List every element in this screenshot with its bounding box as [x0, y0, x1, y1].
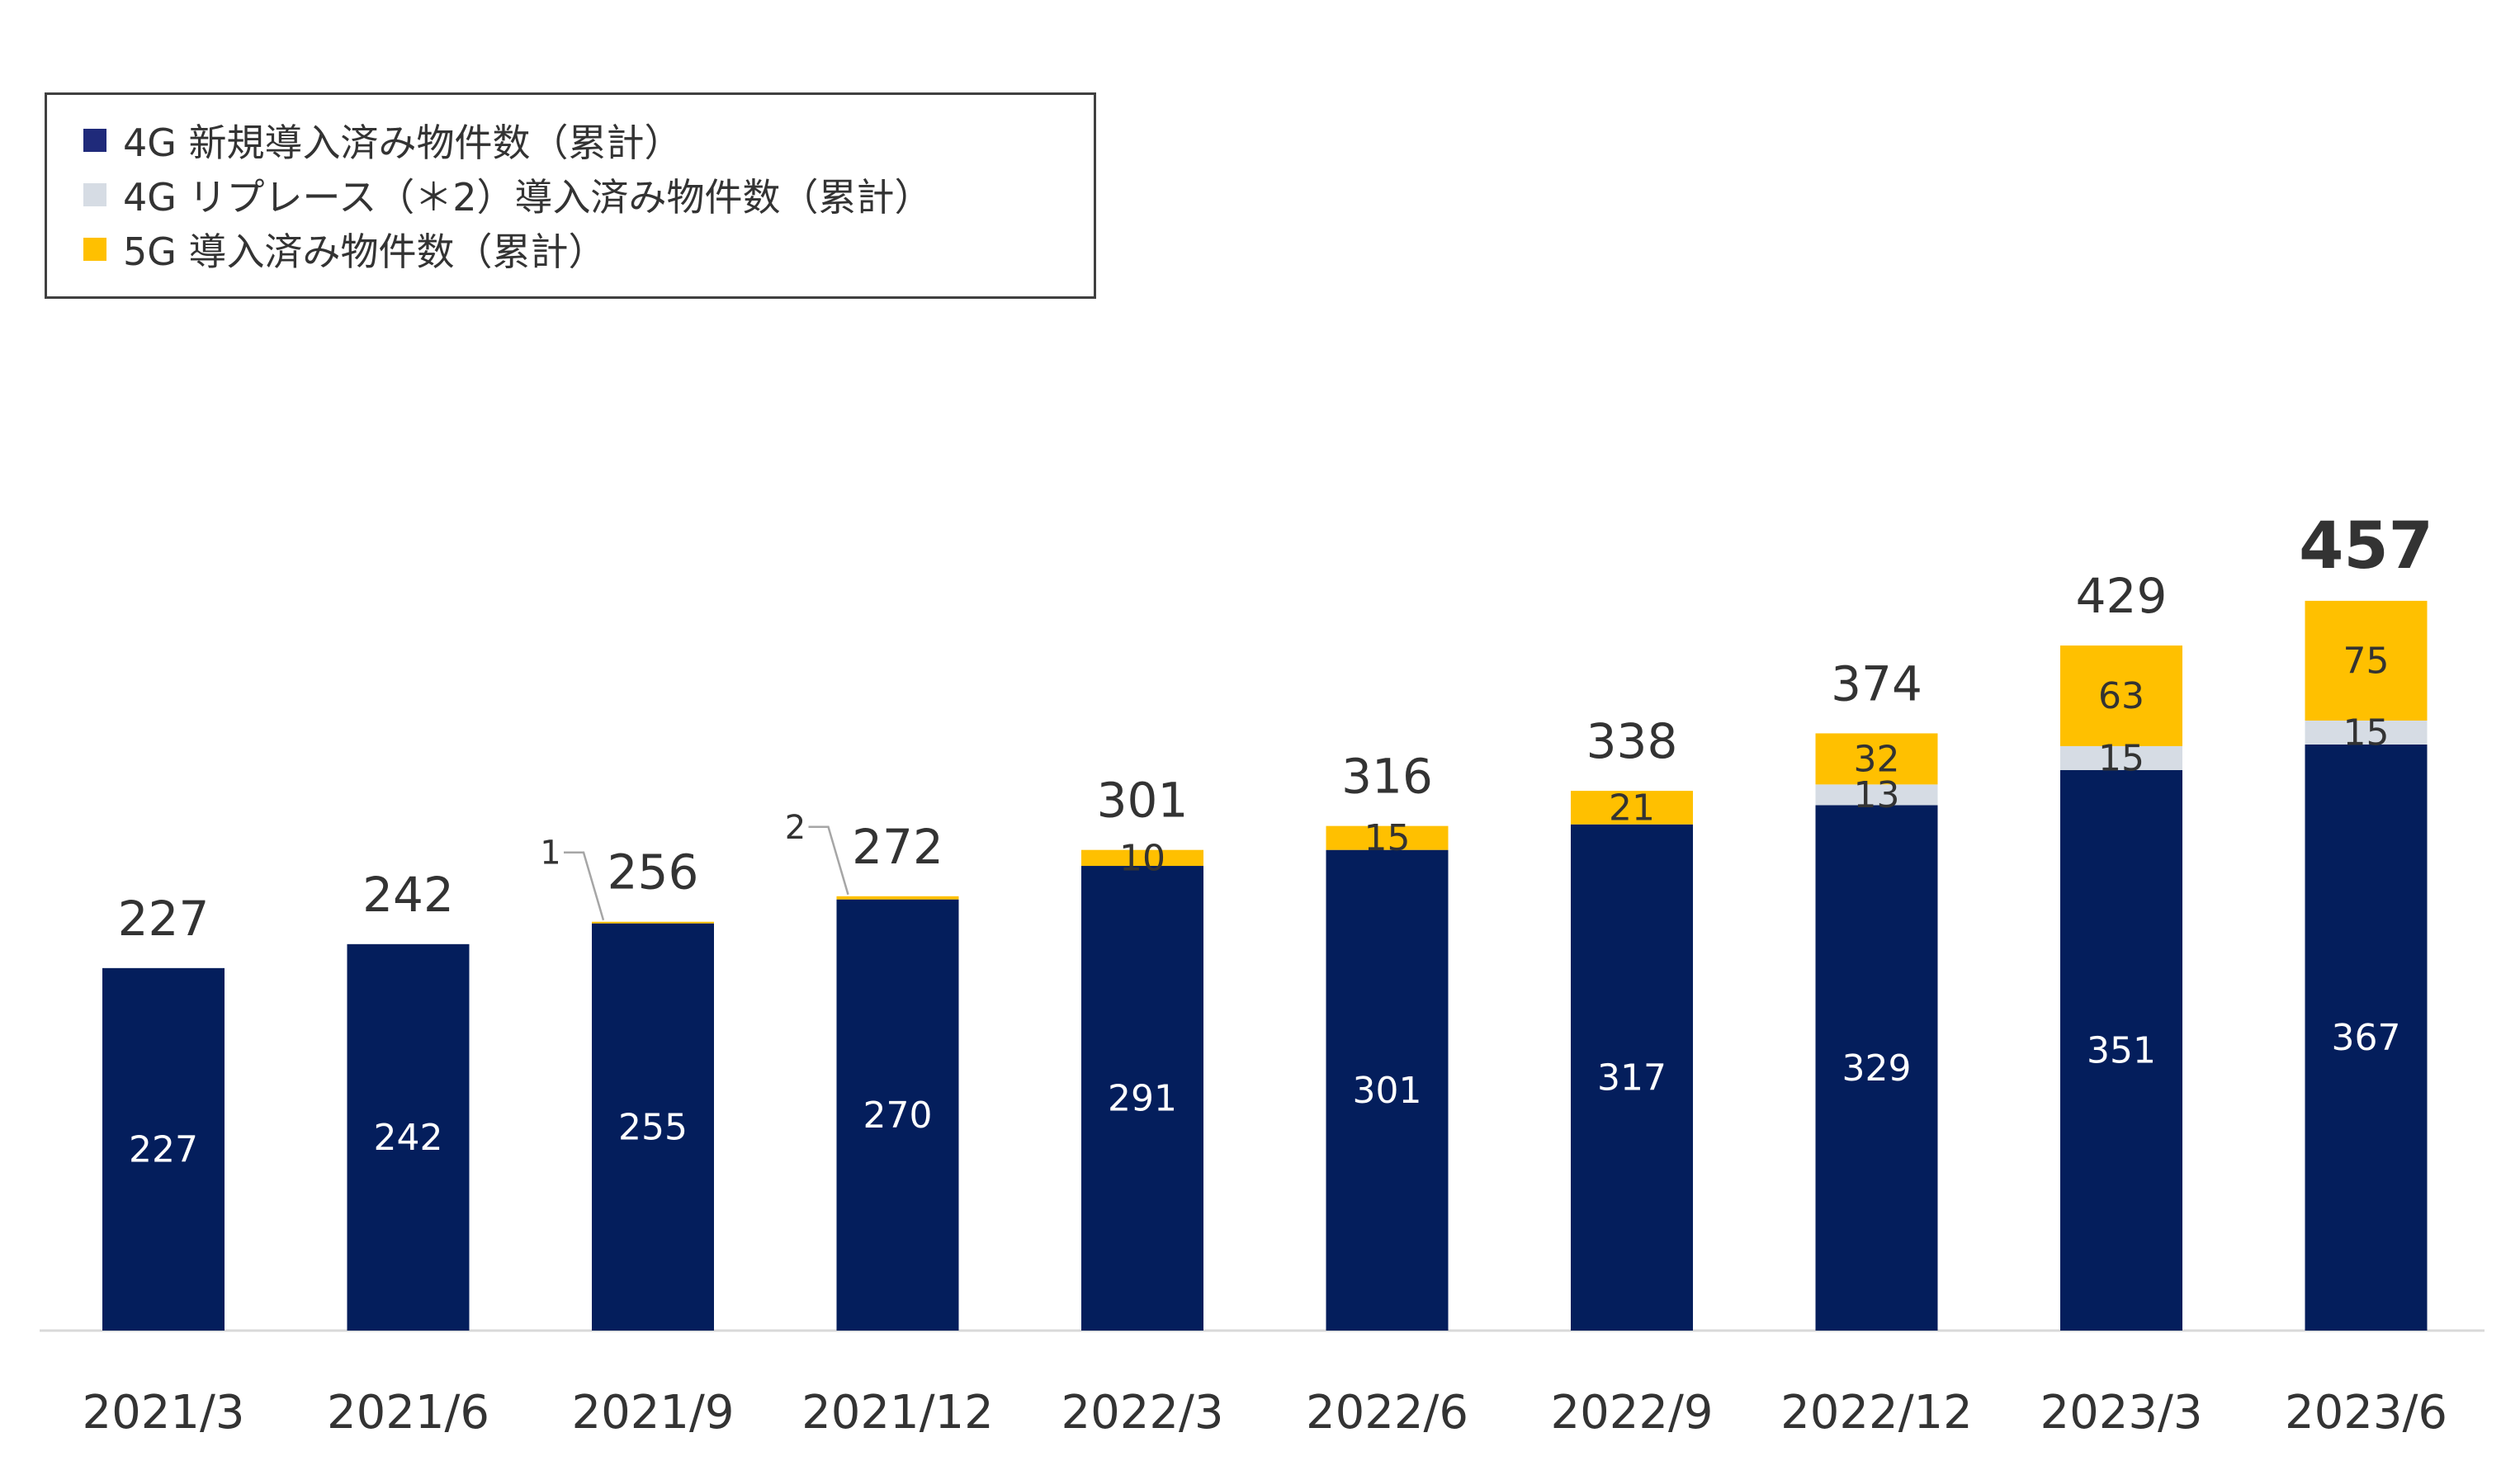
bar-segment-s2-6: [1571, 791, 1693, 825]
total-label-9: 457: [2299, 509, 2433, 584]
bar-segment-s0-2: [592, 923, 714, 1331]
total-label-4: 301: [1097, 773, 1189, 829]
bar-segment-s0-9: [2305, 745, 2428, 1331]
legend-item-4g-replace: 4G リプレース（＊2）導入済み物件数（累計）: [83, 168, 1094, 222]
segment-label-s2-5: 15: [1364, 817, 1411, 859]
total-label-0: 227: [118, 891, 210, 947]
segment-label-s0-2: 255: [618, 1106, 688, 1148]
bar-segment-s1-8: [2060, 745, 2182, 770]
segment-label-s2-8: 63: [2098, 675, 2144, 717]
segment-label-s0-1: 242: [374, 1117, 443, 1159]
bar-segment-s0-5: [1326, 849, 1449, 1331]
category-label-2: 2021/9: [571, 1386, 734, 1440]
callout-line-3: [808, 825, 849, 896]
total-label-8: 429: [2076, 568, 2168, 624]
legend-label-4g-replace: 4G リプレース（＊2）導入済み物件数（累計）: [123, 175, 933, 220]
category-label-6: 2022/9: [1550, 1386, 1713, 1440]
bar-segment-s2-9: [2305, 600, 2428, 721]
legend-label-5g: 5G 導入済み物件数（累計）: [123, 229, 607, 274]
category-label-5: 2022/6: [1306, 1386, 1468, 1440]
segment-label-s2-4: 10: [1119, 837, 1165, 879]
category-label-3: 2021/12: [801, 1386, 994, 1440]
bar-segment-s0-4: [1081, 866, 1203, 1331]
total-label-5: 316: [1341, 749, 1433, 805]
legend-swatch-4g-new: [83, 129, 106, 152]
bar-segment-s0-6: [1571, 824, 1693, 1331]
callout-label-2: 1: [540, 835, 560, 872]
segment-label-s2-6: 21: [1609, 787, 1655, 829]
bar-segment-s0-3: [836, 899, 959, 1331]
category-label-1: 2021/6: [327, 1386, 489, 1440]
segment-label-s2-7: 32: [1854, 738, 1900, 780]
bar-segment-s1-9: [2305, 720, 2428, 745]
legend-swatch-4g-replace: [83, 183, 106, 206]
total-label-6: 338: [1586, 713, 1678, 769]
total-label-3: 272: [852, 819, 943, 875]
total-label-1: 242: [362, 867, 454, 923]
segment-label-s1-8: 15: [2098, 737, 2144, 779]
bars-layer: [40, 600, 2485, 1332]
callout-label-3: 2: [785, 809, 806, 847]
category-label-7: 2022/12: [1780, 1386, 1973, 1440]
segment-label-s0-0: 227: [129, 1128, 198, 1170]
segment-label-s0-7: 329: [1842, 1047, 1912, 1090]
category-label-8: 2023/3: [2040, 1386, 2202, 1440]
segment-label-s0-9: 367: [2332, 1017, 2401, 1059]
bar-segment-s2-4: [1081, 849, 1203, 867]
segment-label-s1-7: 13: [1854, 774, 1900, 816]
category-label-0: 2021/3: [82, 1386, 244, 1440]
legend-swatch-5g: [83, 238, 106, 261]
legend-item-4g-new: 4G 新規導入済み物件数（累計）: [83, 113, 1094, 168]
labels-layer: 227 227 2021/3 242 242 2021/6 255 256 2021/9 1 270…: [82, 509, 2447, 1440]
bar-segment-s0-7: [1815, 805, 1938, 1331]
segment-label-s1-9: 15: [2343, 712, 2390, 754]
legend-item-5g: 5G 導入済み物件数（累計）: [83, 222, 1094, 277]
bar-segment-s2-3: [836, 896, 959, 900]
bar-segment-s2-7: [1815, 733, 1938, 785]
total-label-2: 256: [608, 844, 699, 901]
legend-label-4g-new: 4G 新規導入済み物件数（累計）: [123, 121, 683, 165]
callout-line-2: [564, 851, 605, 921]
segment-label-s2-9: 75: [2343, 640, 2390, 682]
segment-label-s0-6: 317: [1597, 1057, 1667, 1099]
total-label-7: 374: [1831, 655, 1922, 712]
bar-segment-s2-5: [1326, 825, 1449, 850]
segment-label-s0-5: 301: [1353, 1070, 1422, 1112]
chart-legend: 4G 新規導入済み物件数（累計） 4G リプレース（＊2）導入済み物件数（累計）…: [45, 92, 1096, 299]
category-label-4: 2022/3: [1061, 1386, 1223, 1440]
segment-label-s0-8: 351: [2087, 1029, 2156, 1071]
segment-label-s0-3: 270: [863, 1095, 933, 1137]
bar-segment-s0-8: [2060, 769, 2182, 1331]
bar-segment-s0-0: [102, 967, 225, 1331]
bar-segment-s2-8: [2060, 645, 2182, 746]
segment-label-s0-4: 291: [1108, 1078, 1177, 1120]
bar-segment-s2-2: [592, 921, 714, 924]
bar-segment-s1-7: [1815, 784, 1938, 806]
category-label-9: 2023/6: [2285, 1386, 2447, 1440]
bar-segment-s0-1: [347, 943, 470, 1331]
